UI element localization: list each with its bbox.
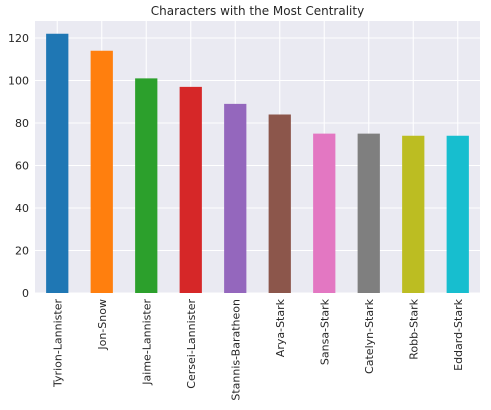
y-tick-label: 60 [15,160,29,173]
bar-sansa-stark [313,133,336,293]
x-tick-label: Arya-Stark [274,298,287,357]
x-tick-label: Jaime-Lannister [140,299,153,386]
bar-jaime-lannister [135,78,158,293]
x-tick-label: Sansa-Stark [318,298,331,365]
y-tick-labels: 0 20 40 60 80 100 120 [8,32,29,300]
bar-jon-snow [90,50,113,293]
y-tick-label: 40 [15,202,29,215]
bar-tyrion-lannister [46,33,69,293]
y-tick-label: 100 [8,75,29,88]
bar-robb-stark [402,135,425,293]
x-tick-label: Eddard-Stark [452,298,465,370]
y-tick-label: 80 [15,117,29,130]
y-tick-label: 20 [15,245,29,258]
x-tick-label: Stannis-Baratheon [229,299,242,401]
x-tick-label: Jon-Snow [96,299,109,351]
bar-stannis-baratheon [224,103,247,293]
bar-eddard-stark [446,135,469,293]
bar-cersei-lannister [179,86,202,293]
bar-catelyn-stark [357,133,380,293]
chart-title: Characters with the Most Centrality [151,4,364,18]
x-tick-label: Cersei-Lannister [185,299,198,389]
bar-arya-stark [268,114,291,293]
x-tick-labels: Tyrion-Lannister Jon-Snow Jaime-Lannister C… [51,298,465,400]
x-tick-label: Tyrion-Lannister [51,299,64,388]
x-tick-label: Catelyn-Stark [363,298,376,374]
bars [46,33,469,293]
x-tick-label: Robb-Stark [407,298,420,359]
y-tick-label: 120 [8,32,29,45]
y-tick-label: 0 [22,287,29,300]
